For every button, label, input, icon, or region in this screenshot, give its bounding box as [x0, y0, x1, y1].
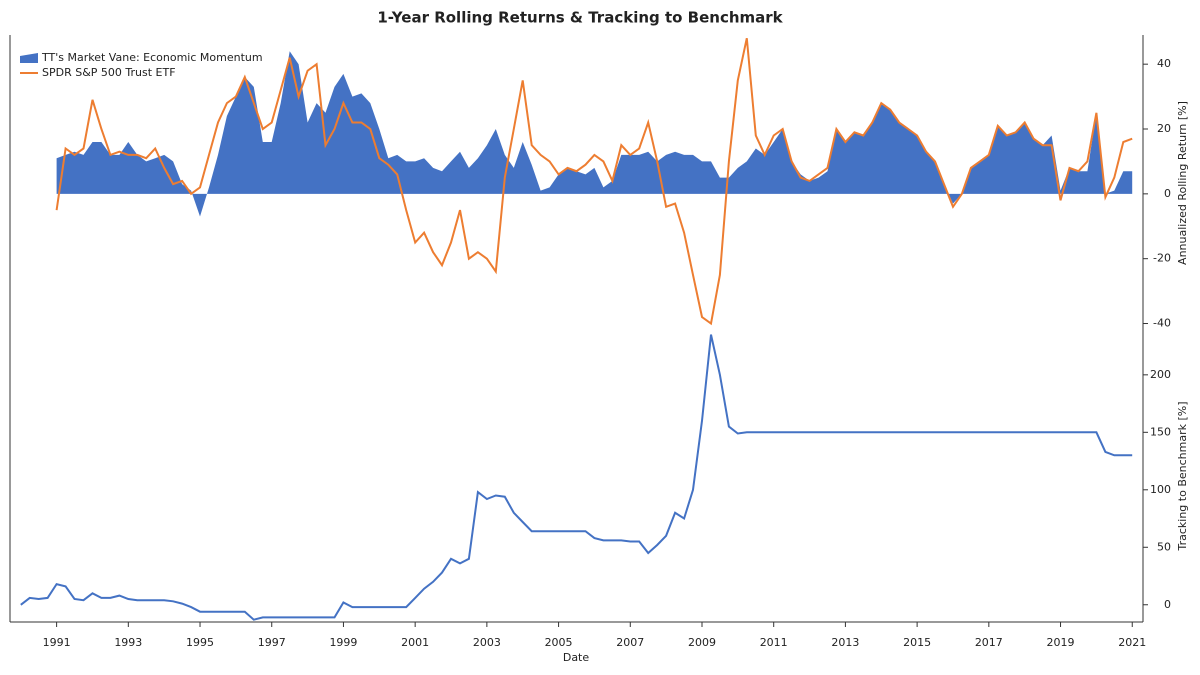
x-tick-label: 2013	[831, 636, 859, 649]
legend-label: TT's Market Vane: Economic Momentum	[41, 51, 263, 64]
x-tick-label: 2011	[760, 636, 788, 649]
x-tick-label: 2003	[473, 636, 501, 649]
x-tick-label: 1993	[114, 636, 142, 649]
area	[56, 51, 1133, 217]
y-tick-label: -20	[1153, 252, 1171, 265]
y-tick-label: -40	[1153, 317, 1171, 330]
x-tick-label: 2019	[1047, 636, 1075, 649]
y-tick-label: 150	[1150, 425, 1171, 438]
y-tick-label: 0	[1164, 187, 1171, 200]
legend-label: SPDR S&P 500 Trust ETF	[42, 66, 176, 79]
x-tick-label: 1997	[258, 636, 286, 649]
y-tick-label: 20	[1157, 122, 1171, 135]
y-tick-label: 0	[1164, 598, 1171, 611]
y-tick-label: 100	[1150, 483, 1171, 496]
y-tick-label: 50	[1157, 540, 1171, 553]
y-tick-label: 200	[1150, 368, 1171, 381]
y-axis-label: Tracking to Benchmark [%]	[1176, 401, 1189, 551]
x-tick-label: 1991	[43, 636, 71, 649]
x-tick-label: 2015	[903, 636, 931, 649]
legend-swatch	[20, 53, 38, 63]
x-tick-label: 1995	[186, 636, 214, 649]
x-axis-label: Date	[563, 651, 590, 664]
x-tick-label: 1999	[329, 636, 357, 649]
x-tick-label: 2007	[616, 636, 644, 649]
line	[20, 334, 1133, 621]
x-tick-label: 2001	[401, 636, 429, 649]
x-tick-label: 2005	[545, 636, 573, 649]
x-tick-label: 2017	[975, 636, 1003, 649]
y-tick-label: 40	[1157, 57, 1171, 70]
x-tick-label: 2009	[688, 636, 716, 649]
chart-title: 1-Year Rolling Returns & Tracking to Ben…	[377, 9, 783, 27]
y-axis-label: Annualized Rolling Return [%]	[1176, 101, 1189, 265]
x-tick-label: 2021	[1118, 636, 1146, 649]
line	[55, 37, 1133, 326]
